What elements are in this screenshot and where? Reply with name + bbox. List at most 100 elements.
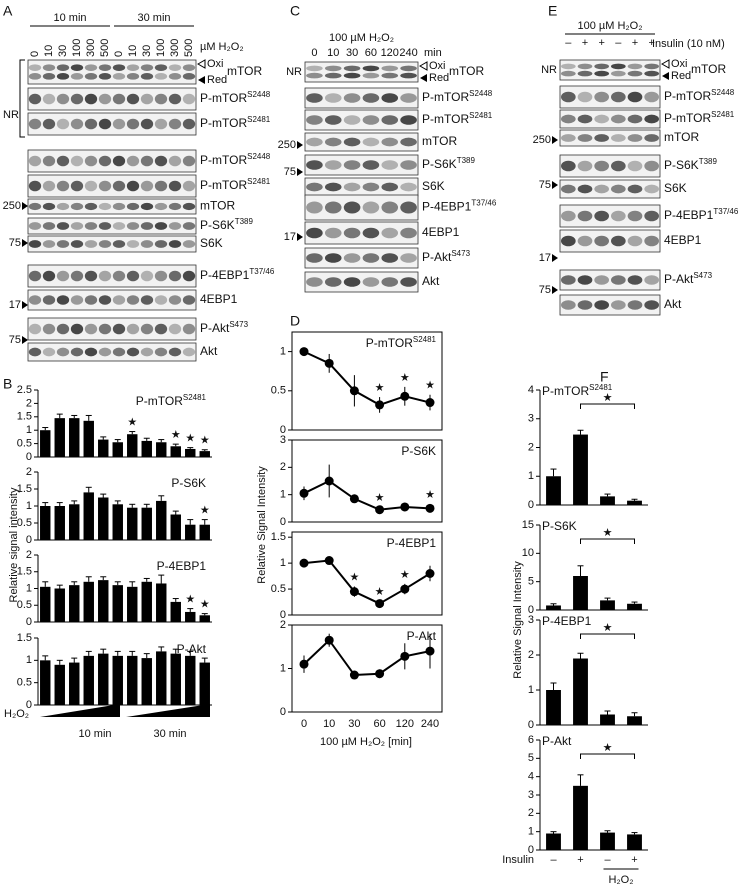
blot-band [324,201,342,214]
band-label-sup: S2448 [247,152,271,161]
blot-band [168,93,182,105]
group-label: 30 min [137,12,170,24]
blot-band [154,180,168,192]
blot-band [70,202,84,211]
x-tick-label: 30 [348,718,360,730]
mw-marker: 75 [539,284,551,296]
bar [573,434,588,505]
blot-band [126,295,140,305]
blot-band [28,93,42,105]
bar [69,585,80,622]
mw-marker: 75 [539,179,551,191]
band-label: mTOR [664,130,699,144]
significance-star: ★ [603,742,613,754]
blot-band [28,295,42,305]
band-label-base: 4EBP1 [200,292,238,306]
blot-band [381,227,399,239]
data-line [303,479,431,511]
blot-band [154,64,168,72]
blot-band [28,180,42,192]
mw-marker: 250 [3,200,21,212]
blot-band [154,72,168,80]
blot-band [28,270,42,282]
blot-band [324,277,342,287]
blot-band [42,240,56,248]
bar [170,446,181,457]
header-label: 100 µM H₂O₂ [329,32,394,44]
blot-band [98,180,112,192]
sign-label: – [550,854,557,866]
blot-band [42,155,56,167]
subplot-title-sup: S2481 [183,393,207,402]
blot-band [577,235,593,247]
group-label: 30 min [153,728,186,740]
blot-band [98,118,112,130]
lane-label: 500 [183,39,195,57]
blot-strip [304,154,419,176]
lane-label: 10 [127,45,139,57]
blot-band [126,222,140,230]
bar [141,658,152,705]
oxi-label: Oxi [429,60,446,72]
significance-star: ★ [375,382,385,394]
data-point [375,505,385,515]
blot-band [324,93,342,103]
blot-band [70,222,84,230]
data-line [303,350,431,407]
header-label: 100 µM H₂O₂ [577,20,642,32]
blot-band [112,72,126,80]
blot-band [400,227,417,239]
blot-band [70,270,84,282]
significance-star: ★ [400,569,410,581]
blot-band [56,347,70,357]
blot-band [306,72,323,79]
blot-band [84,180,98,192]
blot-band [381,277,399,287]
group-label: 10 min [53,12,86,24]
bar [546,690,561,725]
blot-band [182,202,196,211]
significance-star: ★ [349,571,359,583]
data-point [349,670,359,680]
blot-band [343,227,361,239]
mw-arrow [22,202,28,210]
blot-band [577,91,593,103]
blot-band [56,72,70,80]
band-label-base: Akt [200,344,218,358]
data-line [303,559,431,605]
y-tick-label: 2 [528,807,534,819]
nr-bracket [19,59,25,138]
band-label-sup: T389 [699,157,718,166]
blot-band [56,270,70,282]
mw-marker: 75 [9,237,21,249]
blot-band [154,155,168,167]
subplot-title: P-mTORS2481 [366,335,437,350]
band-label-base: P-mTOR [422,90,469,104]
band-label-sup: T37/46 [471,199,496,208]
blot-band [644,184,660,194]
bar [40,506,51,540]
y-tick-label: 0 [26,534,32,546]
blot-band [140,180,154,192]
lane-label: + [648,37,654,49]
y-tick-label: 2.5 [17,384,32,396]
band-label: S6K [200,236,223,250]
blot-band [362,182,380,192]
data-point [349,494,359,504]
band-label: P-mTORS2448 [200,90,271,105]
subplot-title: P-S6K [401,444,436,458]
bar [185,611,196,622]
blot-band [611,184,626,194]
blot-band [84,222,98,230]
nr-label: NR [541,64,557,76]
blot-band [644,210,660,222]
y-tick-label: 1.5 [17,566,32,578]
blot-band [98,270,112,282]
blot-band [362,160,380,170]
significance-star: ★ [127,416,137,428]
panel-letter: C [290,3,300,19]
band-label: P-mTORS2448 [422,89,493,104]
blot-band [182,240,196,248]
blot-strip [559,154,661,178]
subplot-title: P-4EBP1 [387,536,437,550]
